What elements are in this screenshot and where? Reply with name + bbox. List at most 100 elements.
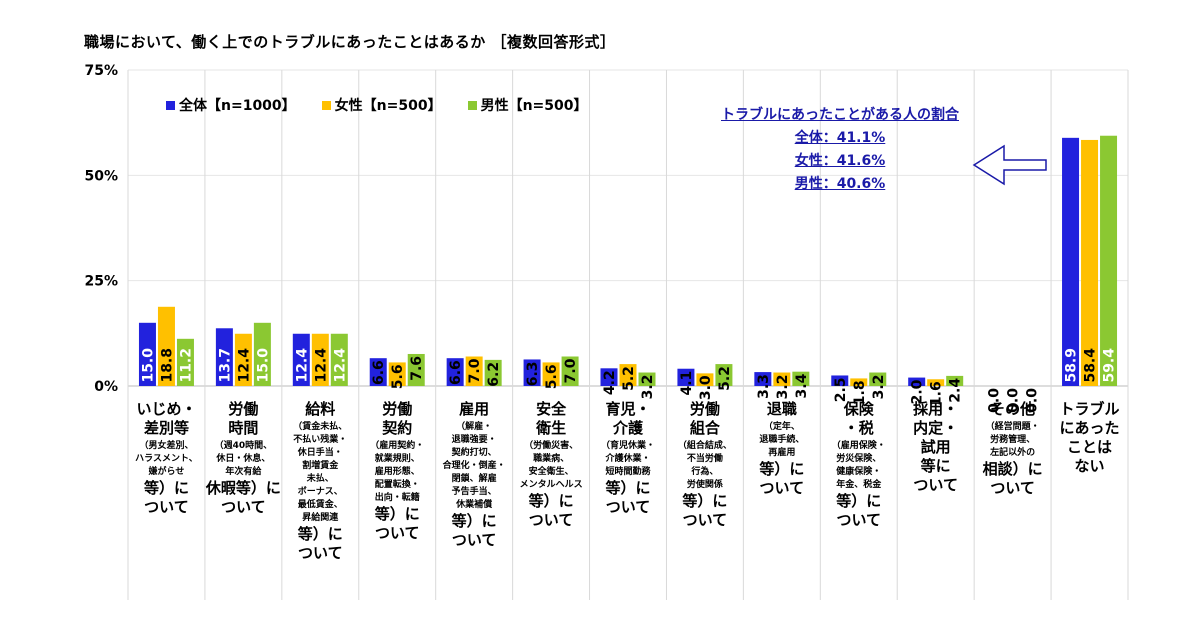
bar bbox=[619, 364, 637, 386]
data-label: 18.8 bbox=[159, 348, 175, 383]
bar bbox=[138, 322, 156, 386]
data-label: 11.2 bbox=[178, 348, 194, 383]
category-title: 雇用 bbox=[459, 400, 490, 418]
bar bbox=[157, 306, 175, 386]
bar bbox=[484, 359, 502, 386]
bar bbox=[600, 368, 618, 386]
category-title: その他 bbox=[990, 400, 1036, 418]
data-label: 15.0 bbox=[255, 348, 271, 383]
category-title: 保険 ・税 bbox=[843, 400, 874, 437]
category-tail: 等）に ついて bbox=[528, 492, 574, 529]
data-label: 5.6 bbox=[390, 364, 406, 389]
bar bbox=[754, 372, 772, 386]
bar bbox=[638, 372, 656, 386]
data-label: 58.9 bbox=[1064, 348, 1080, 383]
data-label: 3.2 bbox=[871, 375, 887, 400]
category-tail: 等）に ついて bbox=[836, 492, 882, 529]
category-label: 採用・ 内定・ 試用 等に ついて bbox=[897, 400, 974, 495]
data-label: 2.0 bbox=[910, 379, 926, 404]
bar bbox=[292, 333, 310, 386]
bar bbox=[388, 362, 406, 386]
category-tail: 休暇等）に ついて bbox=[205, 479, 281, 516]
category-tail: 等）に ついて bbox=[759, 460, 805, 497]
bar bbox=[330, 333, 348, 386]
data-label: 5.2 bbox=[717, 366, 733, 391]
annotation-heading: トラブルにあったことがある人の割合 bbox=[721, 107, 959, 123]
data-label: 2.4 bbox=[948, 378, 964, 403]
category-label: その他 （経営問題・ 労務管理、 左記以外の 相談）に ついて bbox=[974, 400, 1051, 498]
category-tail: 相談）に ついて bbox=[982, 460, 1043, 497]
bar bbox=[927, 379, 945, 386]
data-label: 6.2 bbox=[486, 362, 502, 387]
category-note: （育児休業・ 介護休業・ 短時間勤務 bbox=[600, 441, 655, 477]
category-title: トラブル にあった ことは ない bbox=[1059, 400, 1120, 475]
bar bbox=[773, 372, 791, 386]
category-label: 雇用 （解雇・ 退職強要・ 契約打切、 合理化・倒産・ 閉鎖、解雇 予告手当、 休… bbox=[436, 400, 513, 550]
category-label: 給料 （賃金未払、 不払い残業・ 休日手当・ 割増賃金 未払、 ボーナス、 最低賃… bbox=[282, 400, 359, 563]
category-label: 労働 組合 （組合結成、 不当労働 行為、 労使関係 等）に ついて bbox=[666, 400, 743, 530]
data-label: 4.1 bbox=[679, 371, 695, 396]
bar bbox=[908, 377, 926, 386]
category-title: 労働 契約 bbox=[382, 400, 413, 437]
category-title: いじめ・ 差別等 bbox=[136, 400, 197, 437]
bar bbox=[696, 373, 714, 386]
data-label: 5.6 bbox=[544, 364, 560, 389]
data-label: 5.2 bbox=[621, 366, 637, 391]
legend-label-male: 男性【n=500】 bbox=[480, 98, 588, 114]
category-note: （賃金未払、 不払い残業・ 休日手当・ 割増賃金 未払、 ボーナス、 最低賃金、… bbox=[293, 422, 348, 523]
category-note: （定年、 退職手続、 再雇用 bbox=[759, 422, 805, 458]
category-note: （雇用契約・ 就業規則、 雇用形態、 配置転換・ 出向・転籍 bbox=[370, 441, 425, 503]
y-tick-label: 50% bbox=[84, 168, 118, 184]
bar bbox=[407, 353, 425, 386]
bar bbox=[311, 333, 329, 386]
data-label: 58.4 bbox=[1083, 348, 1099, 383]
legend-label-total: 全体【n=1000】 bbox=[179, 98, 296, 114]
category-title: 育児・ 介護 bbox=[605, 400, 651, 437]
category-title: 労働 時間 bbox=[228, 400, 259, 437]
trouble-rate-annotation: トラブルにあったことがある人の割合 全体：41.1% 女性：41.6% 男性：4… bbox=[690, 104, 990, 196]
y-tick-label: 75% bbox=[84, 63, 118, 79]
legend-item-total: 全体【n=1000】 bbox=[166, 95, 296, 115]
data-label: 6.6 bbox=[448, 360, 464, 385]
category-note: （労働災害、 職業病、 安全衛生、 メンタルヘルス bbox=[519, 441, 583, 490]
bar bbox=[1062, 137, 1080, 386]
bar bbox=[792, 371, 810, 386]
bar bbox=[1081, 139, 1099, 386]
bar bbox=[677, 368, 695, 386]
category-note: （週40時間、 休日・休息、 年次有給 bbox=[214, 441, 273, 477]
bar bbox=[465, 356, 483, 386]
legend-swatch-female bbox=[321, 100, 331, 110]
category-note: （雇用保険・ 労災保険、 健康保険・ 年金、税金 bbox=[831, 441, 886, 490]
category-label: 安全 衛生 （労働災害、 職業病、 安全衛生、 メンタルヘルス 等）に ついて bbox=[513, 400, 590, 530]
category-label: 保険 ・税 （雇用保険・ 労災保険、 健康保険・ 年金、税金 等）に ついて bbox=[820, 400, 897, 530]
bar bbox=[561, 356, 579, 386]
legend-label-female: 女性【n=500】 bbox=[334, 98, 442, 114]
bar bbox=[215, 328, 233, 386]
category-title: 採用・ 内定・ 試用 等に ついて bbox=[913, 400, 959, 494]
bar bbox=[1100, 135, 1118, 386]
chart-title: 職場において、働く上でのトラブルにあったことはあるか ［複数回答形式］ bbox=[84, 33, 616, 51]
bar bbox=[446, 358, 464, 386]
category-title: 退職 bbox=[766, 400, 797, 418]
category-note: （経営問題・ 労務管理、 左記以外の bbox=[985, 422, 1040, 458]
category-note: （解雇・ 退職強要・ 契約打切、 合理化・倒産・ 閉鎖、解雇 予告手当、 休業補… bbox=[442, 422, 506, 510]
bar bbox=[850, 378, 868, 386]
data-label: 12.4 bbox=[294, 348, 310, 383]
y-tick-label: 0% bbox=[94, 379, 118, 395]
data-label: 6.6 bbox=[371, 360, 387, 385]
bar bbox=[234, 333, 252, 386]
category-label: 退職 （定年、 退職手続、 再雇用 等）に ついて bbox=[743, 400, 820, 498]
legend-item-female: 女性【n=500】 bbox=[321, 95, 442, 115]
legend-swatch-male bbox=[467, 100, 477, 110]
y-tick-label: 25% bbox=[84, 274, 118, 290]
bar bbox=[946, 375, 964, 386]
category-tail: 等）に ついて bbox=[682, 492, 728, 529]
data-label: 0.0 bbox=[987, 388, 1003, 413]
data-label: 3.2 bbox=[775, 375, 791, 400]
legend-swatch-total bbox=[166, 100, 175, 110]
data-label: 1.8 bbox=[852, 380, 868, 405]
bar bbox=[542, 362, 560, 386]
bar bbox=[869, 372, 887, 386]
category-title: 労働 組合 bbox=[689, 400, 720, 437]
